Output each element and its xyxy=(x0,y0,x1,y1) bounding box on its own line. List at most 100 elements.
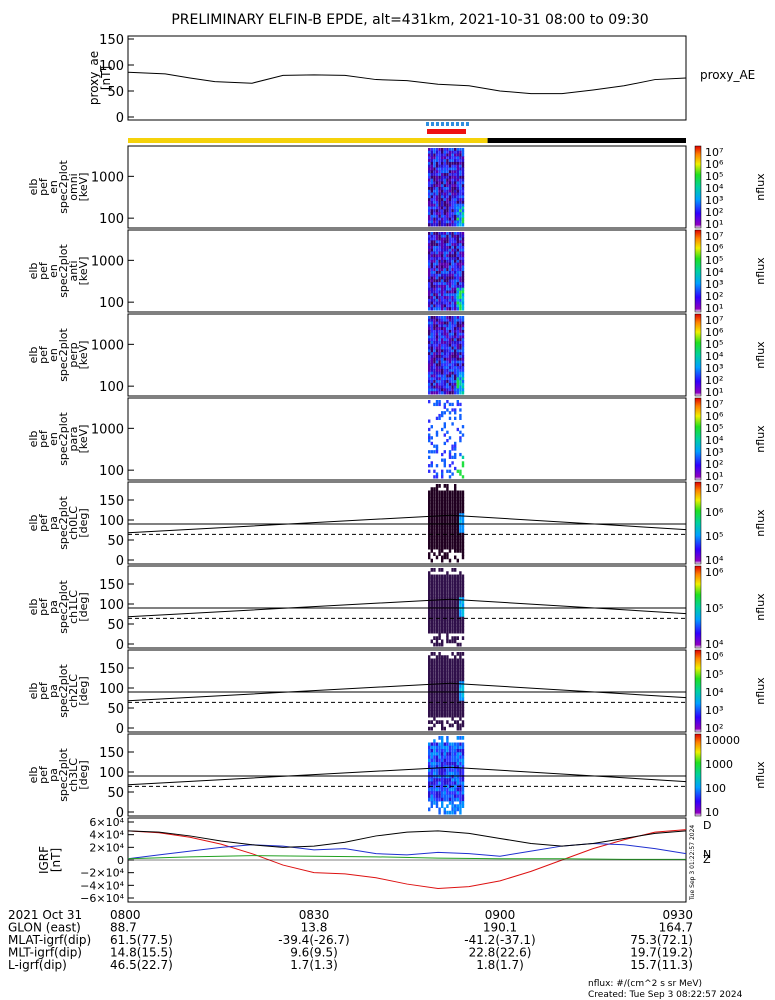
spectrogram-cell xyxy=(461,510,465,514)
spectrogram-cell xyxy=(441,368,444,373)
axis-row-value: 61.5(77.5) xyxy=(110,933,173,947)
spectrogram-cell xyxy=(443,484,446,488)
spectrogram-cell xyxy=(428,245,431,250)
spectrogram-cell xyxy=(438,749,441,753)
spectrogram-cell xyxy=(428,181,431,185)
spectrogram-cell xyxy=(435,590,439,595)
spectrogram-cell xyxy=(430,674,433,679)
spectrogram-cell xyxy=(441,271,444,275)
spectrogram-cell xyxy=(441,290,444,294)
spectrogram-cell xyxy=(459,472,462,476)
spectrogram-cell xyxy=(428,307,431,311)
spectrogram-cell xyxy=(435,161,439,166)
spectrogram-cell xyxy=(454,768,457,773)
spectrogram-cell xyxy=(438,597,441,601)
spectrogram-cell xyxy=(428,352,431,356)
spectrogram-cell xyxy=(461,710,465,715)
spectrogram-cell xyxy=(430,661,433,666)
spectrogram-cell xyxy=(451,600,454,605)
spectrogram-cell xyxy=(448,282,452,286)
spectrogram-cell xyxy=(451,237,454,241)
science-marker-blue xyxy=(431,122,434,126)
spectrogram-cell xyxy=(461,661,465,666)
spectrogram-cell xyxy=(433,778,436,782)
spectrogram-cell xyxy=(451,807,454,812)
spectrogram-cell xyxy=(461,240,465,244)
spectrogram-cell xyxy=(443,262,446,266)
spectrogram-cell xyxy=(438,382,441,387)
spectrogram-cell xyxy=(459,234,462,239)
pa-ytick-label: 100 xyxy=(99,598,124,613)
spectrogram-cell xyxy=(448,536,452,540)
spectrogram-cell xyxy=(454,603,457,608)
spectrogram-cell xyxy=(448,265,452,269)
spectrogram-cell xyxy=(430,691,433,695)
spectrogram-cell xyxy=(454,516,457,521)
spectrogram-cell xyxy=(438,332,441,336)
igrf-ytick-label: −6×10⁴ xyxy=(80,892,124,905)
spectrogram-cell xyxy=(435,316,439,320)
spectrogram-cell xyxy=(461,245,465,250)
spectrogram-cell xyxy=(451,510,454,514)
spectrogram-cell xyxy=(461,678,465,682)
spectrogram-cell xyxy=(428,707,431,711)
spectrogram-cell xyxy=(441,268,444,272)
spectrogram-ytick-label: 100 xyxy=(99,296,124,311)
spectrogram-cell xyxy=(443,203,446,207)
spectrogram-cell xyxy=(459,377,462,381)
spectrogram-cell xyxy=(430,234,433,239)
colorbar-tick-label: 10² xyxy=(705,458,723,471)
spectrogram-cell xyxy=(435,276,439,280)
spectrogram-cell xyxy=(454,797,457,802)
spectrogram-cell xyxy=(441,665,444,669)
spectrogram-cell xyxy=(448,301,452,305)
spectrogram-cell xyxy=(446,745,449,750)
spectrogram-cell xyxy=(448,503,452,508)
spectrogram-cell xyxy=(459,181,462,185)
spectrogram-cell xyxy=(430,341,433,345)
spectrogram-cell xyxy=(446,674,449,679)
spectrogram-cell xyxy=(448,516,452,521)
spectrogram-cell xyxy=(446,391,449,395)
spectrogram-cell xyxy=(430,600,433,605)
spectrogram-cell xyxy=(459,788,462,792)
spectrogram-cell xyxy=(438,587,441,592)
spectrogram-cell xyxy=(451,758,454,763)
spectrogram-cell xyxy=(428,668,431,672)
spectrogram-cell xyxy=(435,382,439,387)
spectrogram-cell xyxy=(438,170,441,174)
spectrogram-cell xyxy=(441,549,444,553)
spectrogram-cell xyxy=(446,200,449,205)
spectrogram-cell xyxy=(451,536,454,540)
spectrogram-cell xyxy=(451,778,454,782)
spectrogram-cell xyxy=(435,371,439,375)
colorbar-label: nflux xyxy=(754,257,767,285)
spectrogram-cell xyxy=(433,626,436,631)
spectrogram-cell xyxy=(454,271,457,275)
spectrogram-cell xyxy=(433,282,436,286)
spectrogram-cell xyxy=(456,192,459,196)
spectrogram-cell xyxy=(451,762,454,766)
spectrogram-cell xyxy=(443,810,446,815)
spectrogram-cell xyxy=(443,694,446,698)
spectrogram-cell xyxy=(435,613,439,618)
spectrogram-cell xyxy=(428,794,431,799)
colorbar-tick-label: 10⁶ xyxy=(705,506,724,519)
spectrogram-cell xyxy=(454,284,457,289)
spectrogram-cell xyxy=(441,148,444,152)
spectrogram-cell xyxy=(461,214,465,219)
spectrogram-cell xyxy=(438,164,441,168)
spectrogram-cell xyxy=(454,791,457,795)
colorbar xyxy=(695,398,701,480)
spectrogram-cell xyxy=(451,678,454,682)
spectrogram-cell xyxy=(428,720,431,724)
spectrogram-cell xyxy=(438,590,441,595)
spectrogram-cell xyxy=(438,301,441,305)
spectrogram-cell xyxy=(456,287,459,291)
spectrogram-cell xyxy=(459,382,462,387)
igrf-ytick-label: −2×10⁴ xyxy=(80,867,124,880)
spectrogram-cell xyxy=(454,167,457,171)
spectrogram-ylabel: elb xyxy=(27,767,40,784)
spectrogram-cell xyxy=(441,765,444,769)
spectrogram-cell xyxy=(461,343,465,348)
